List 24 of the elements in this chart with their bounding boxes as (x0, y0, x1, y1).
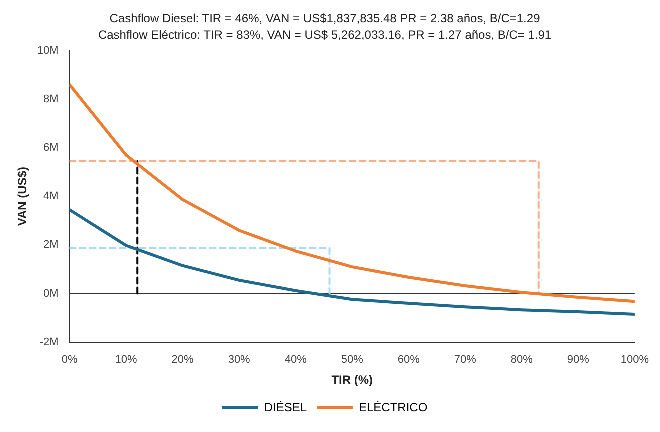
x-tick-label: 30% (228, 354, 251, 366)
x-tick-label: 20% (172, 354, 194, 366)
y-tick-label: 2M (44, 239, 59, 252)
x-tick-label: 90% (567, 354, 590, 366)
x-tick-label: 100% (620, 354, 650, 366)
y-tick-label: -2M (40, 336, 59, 348)
y-tick-label: 4M (44, 190, 59, 203)
x-tick-label: 70% (454, 354, 477, 366)
y-tick-label: 0M (44, 288, 59, 300)
x-tick-label: 60% (398, 354, 420, 366)
chart-title: Cashflow Diesel: TIR = 46%, VAN = US$1,837,835.48 PR = 2.38 años, B/C=1.29 (110, 12, 541, 26)
legend-label: DIÉSEL (264, 400, 308, 414)
x-tick-label: 50% (341, 354, 364, 366)
y-tick-label: 8M (44, 93, 59, 106)
x-axis-title: TIR (%) (332, 373, 374, 388)
y-tick-label: 10M (37, 44, 59, 57)
x-tick-label: 10% (115, 354, 138, 366)
legend-label: ELÉCTRICO (359, 400, 428, 414)
y-axis-title: VAN (US$) (16, 167, 30, 226)
chart-subtitle: Cashflow Eléctrico: TIR = 83%, VAN = US$ 5,262,033.16, PR = 1.27 años, B/C= 1.91 (98, 28, 552, 42)
x-tick-label: 40% (284, 354, 308, 366)
x-tick-label: 0% (62, 354, 78, 366)
y-tick-label: 6M (44, 142, 59, 154)
x-tick-label: 80% (510, 354, 534, 366)
